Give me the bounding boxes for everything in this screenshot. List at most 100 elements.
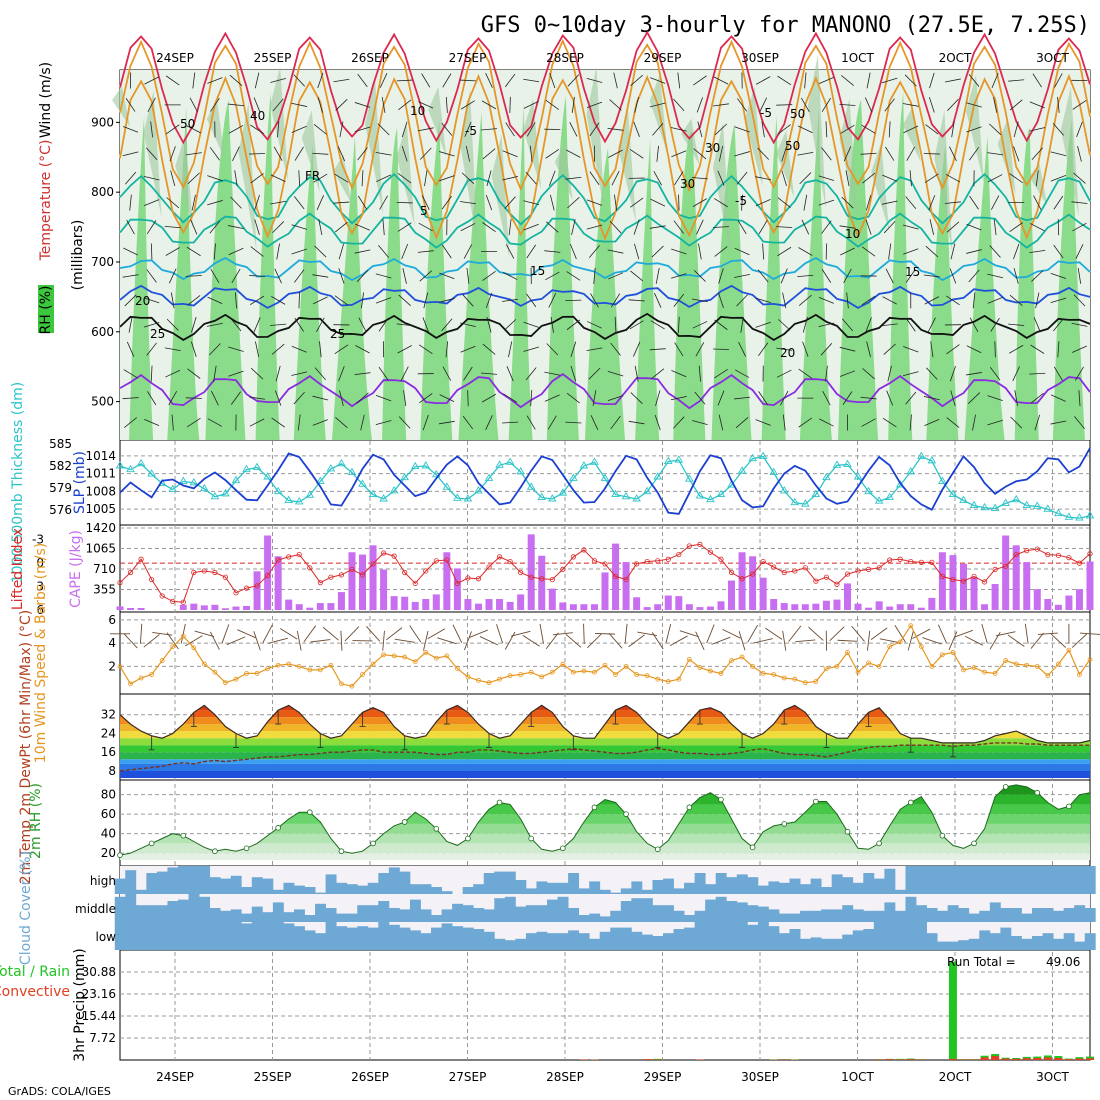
wind-barb xyxy=(293,391,305,405)
wind-barb xyxy=(298,170,301,187)
cape-bar xyxy=(675,596,683,610)
wind-barb xyxy=(589,245,600,258)
cloud-middle-bar xyxy=(705,899,717,922)
wind-barb-10m xyxy=(463,631,472,651)
wind-barb xyxy=(802,341,809,357)
wind-barb xyxy=(925,124,939,135)
precip-convective-bar xyxy=(885,1059,894,1060)
cape-bar xyxy=(959,563,967,610)
wind-barb xyxy=(654,292,662,308)
rh-point xyxy=(180,832,187,839)
wind-barb xyxy=(171,414,174,431)
wind-barb-10m xyxy=(303,625,317,643)
cloud-middle-bar xyxy=(262,912,274,922)
wind-barb xyxy=(396,323,413,327)
wind-barb xyxy=(209,147,220,161)
cape-bar xyxy=(991,584,999,610)
wind-barb-10m xyxy=(711,636,731,645)
wind-barb xyxy=(629,148,644,159)
wind-barb-10m xyxy=(496,624,504,644)
wind-barb xyxy=(1075,244,1084,259)
wind-barb xyxy=(460,345,476,353)
precip-convective-bar xyxy=(643,1059,652,1060)
thickness-point xyxy=(642,486,652,495)
cloud-middle-bar xyxy=(399,909,411,922)
thickness-point xyxy=(136,458,146,467)
wind-barb xyxy=(712,348,729,350)
wind-barb xyxy=(354,223,371,231)
cloud-low-bar xyxy=(1032,936,1043,950)
cape-bar xyxy=(200,605,208,610)
wind-barb xyxy=(314,245,327,258)
temp-color-band xyxy=(120,752,1090,760)
cloud-high-bar xyxy=(547,882,558,894)
lifted-index-point xyxy=(539,576,545,582)
wind-barb xyxy=(1008,79,1025,82)
lifted-index-point xyxy=(391,553,397,559)
wind-barb xyxy=(122,274,139,278)
rh-point xyxy=(338,848,345,855)
lifted-index-point xyxy=(507,558,513,565)
cape-bar xyxy=(306,607,314,610)
wind-barb xyxy=(503,393,518,403)
wind-barb xyxy=(335,99,348,111)
rh-tick-label: 60 xyxy=(101,807,116,821)
cloud-high-bar xyxy=(589,881,601,894)
wind-barb xyxy=(951,121,955,138)
lifted-index-tick-label: 0 xyxy=(36,556,44,570)
wind-barb xyxy=(209,343,221,356)
wind-barb xyxy=(866,72,871,89)
wind-speed-point xyxy=(792,676,798,682)
wind-barb xyxy=(398,294,411,307)
cape-bar xyxy=(801,604,809,610)
wind-barb xyxy=(1071,201,1088,204)
wind-barb xyxy=(696,219,704,235)
wind-barb xyxy=(1077,267,1082,284)
rh-band xyxy=(1060,86,1079,217)
wind-barb xyxy=(126,219,135,235)
lifted-index-point xyxy=(180,599,186,605)
wind-barb xyxy=(994,341,996,358)
rh-point xyxy=(1034,789,1041,796)
wind-barb xyxy=(966,126,982,133)
wind-barb xyxy=(230,318,242,332)
thickness-point xyxy=(748,453,757,462)
lifted-index-point xyxy=(1034,546,1040,552)
lifted-index-point xyxy=(222,574,229,580)
precip-convective-bar xyxy=(1001,1058,1010,1060)
wind-barb xyxy=(570,341,577,357)
wind-barb xyxy=(841,75,854,86)
thickness-point xyxy=(1022,500,1032,509)
cloud-middle-bar xyxy=(684,915,696,922)
lifted-index-tick-label: 3 xyxy=(36,580,44,594)
cloud-middle-bar xyxy=(842,905,854,922)
wind-barb xyxy=(379,195,388,210)
lifted-index-tick-label: -3 xyxy=(32,533,44,547)
wind-barb xyxy=(1072,100,1087,110)
cloud-middle-bar xyxy=(1021,913,1033,922)
cloud-middle-bar xyxy=(1063,908,1075,922)
wind-barb xyxy=(397,345,412,354)
precip-convective-bar xyxy=(991,1056,1000,1060)
wind-barb xyxy=(566,319,580,330)
wind-barb xyxy=(923,396,940,401)
wind-barb xyxy=(1009,173,1023,184)
cloud-middle-bar xyxy=(1074,905,1086,922)
cloud-low-bar xyxy=(336,926,348,950)
wind-barb xyxy=(905,196,917,210)
rh-band xyxy=(175,134,194,229)
cloud-low-bar xyxy=(199,922,211,950)
cloud-middle-bar xyxy=(673,910,685,922)
wind-barb xyxy=(253,317,261,333)
cape-bar xyxy=(243,605,251,610)
wind-barb xyxy=(567,74,580,87)
wind-barb xyxy=(144,199,160,207)
wind-barb xyxy=(714,123,728,136)
rh-point xyxy=(496,799,503,806)
rh-plume xyxy=(129,116,154,440)
run-total-value: 49.06 xyxy=(1046,955,1080,969)
cloud-high-bar xyxy=(684,882,696,894)
wind-barb-10m xyxy=(1037,632,1058,635)
wind-barb xyxy=(169,146,176,162)
